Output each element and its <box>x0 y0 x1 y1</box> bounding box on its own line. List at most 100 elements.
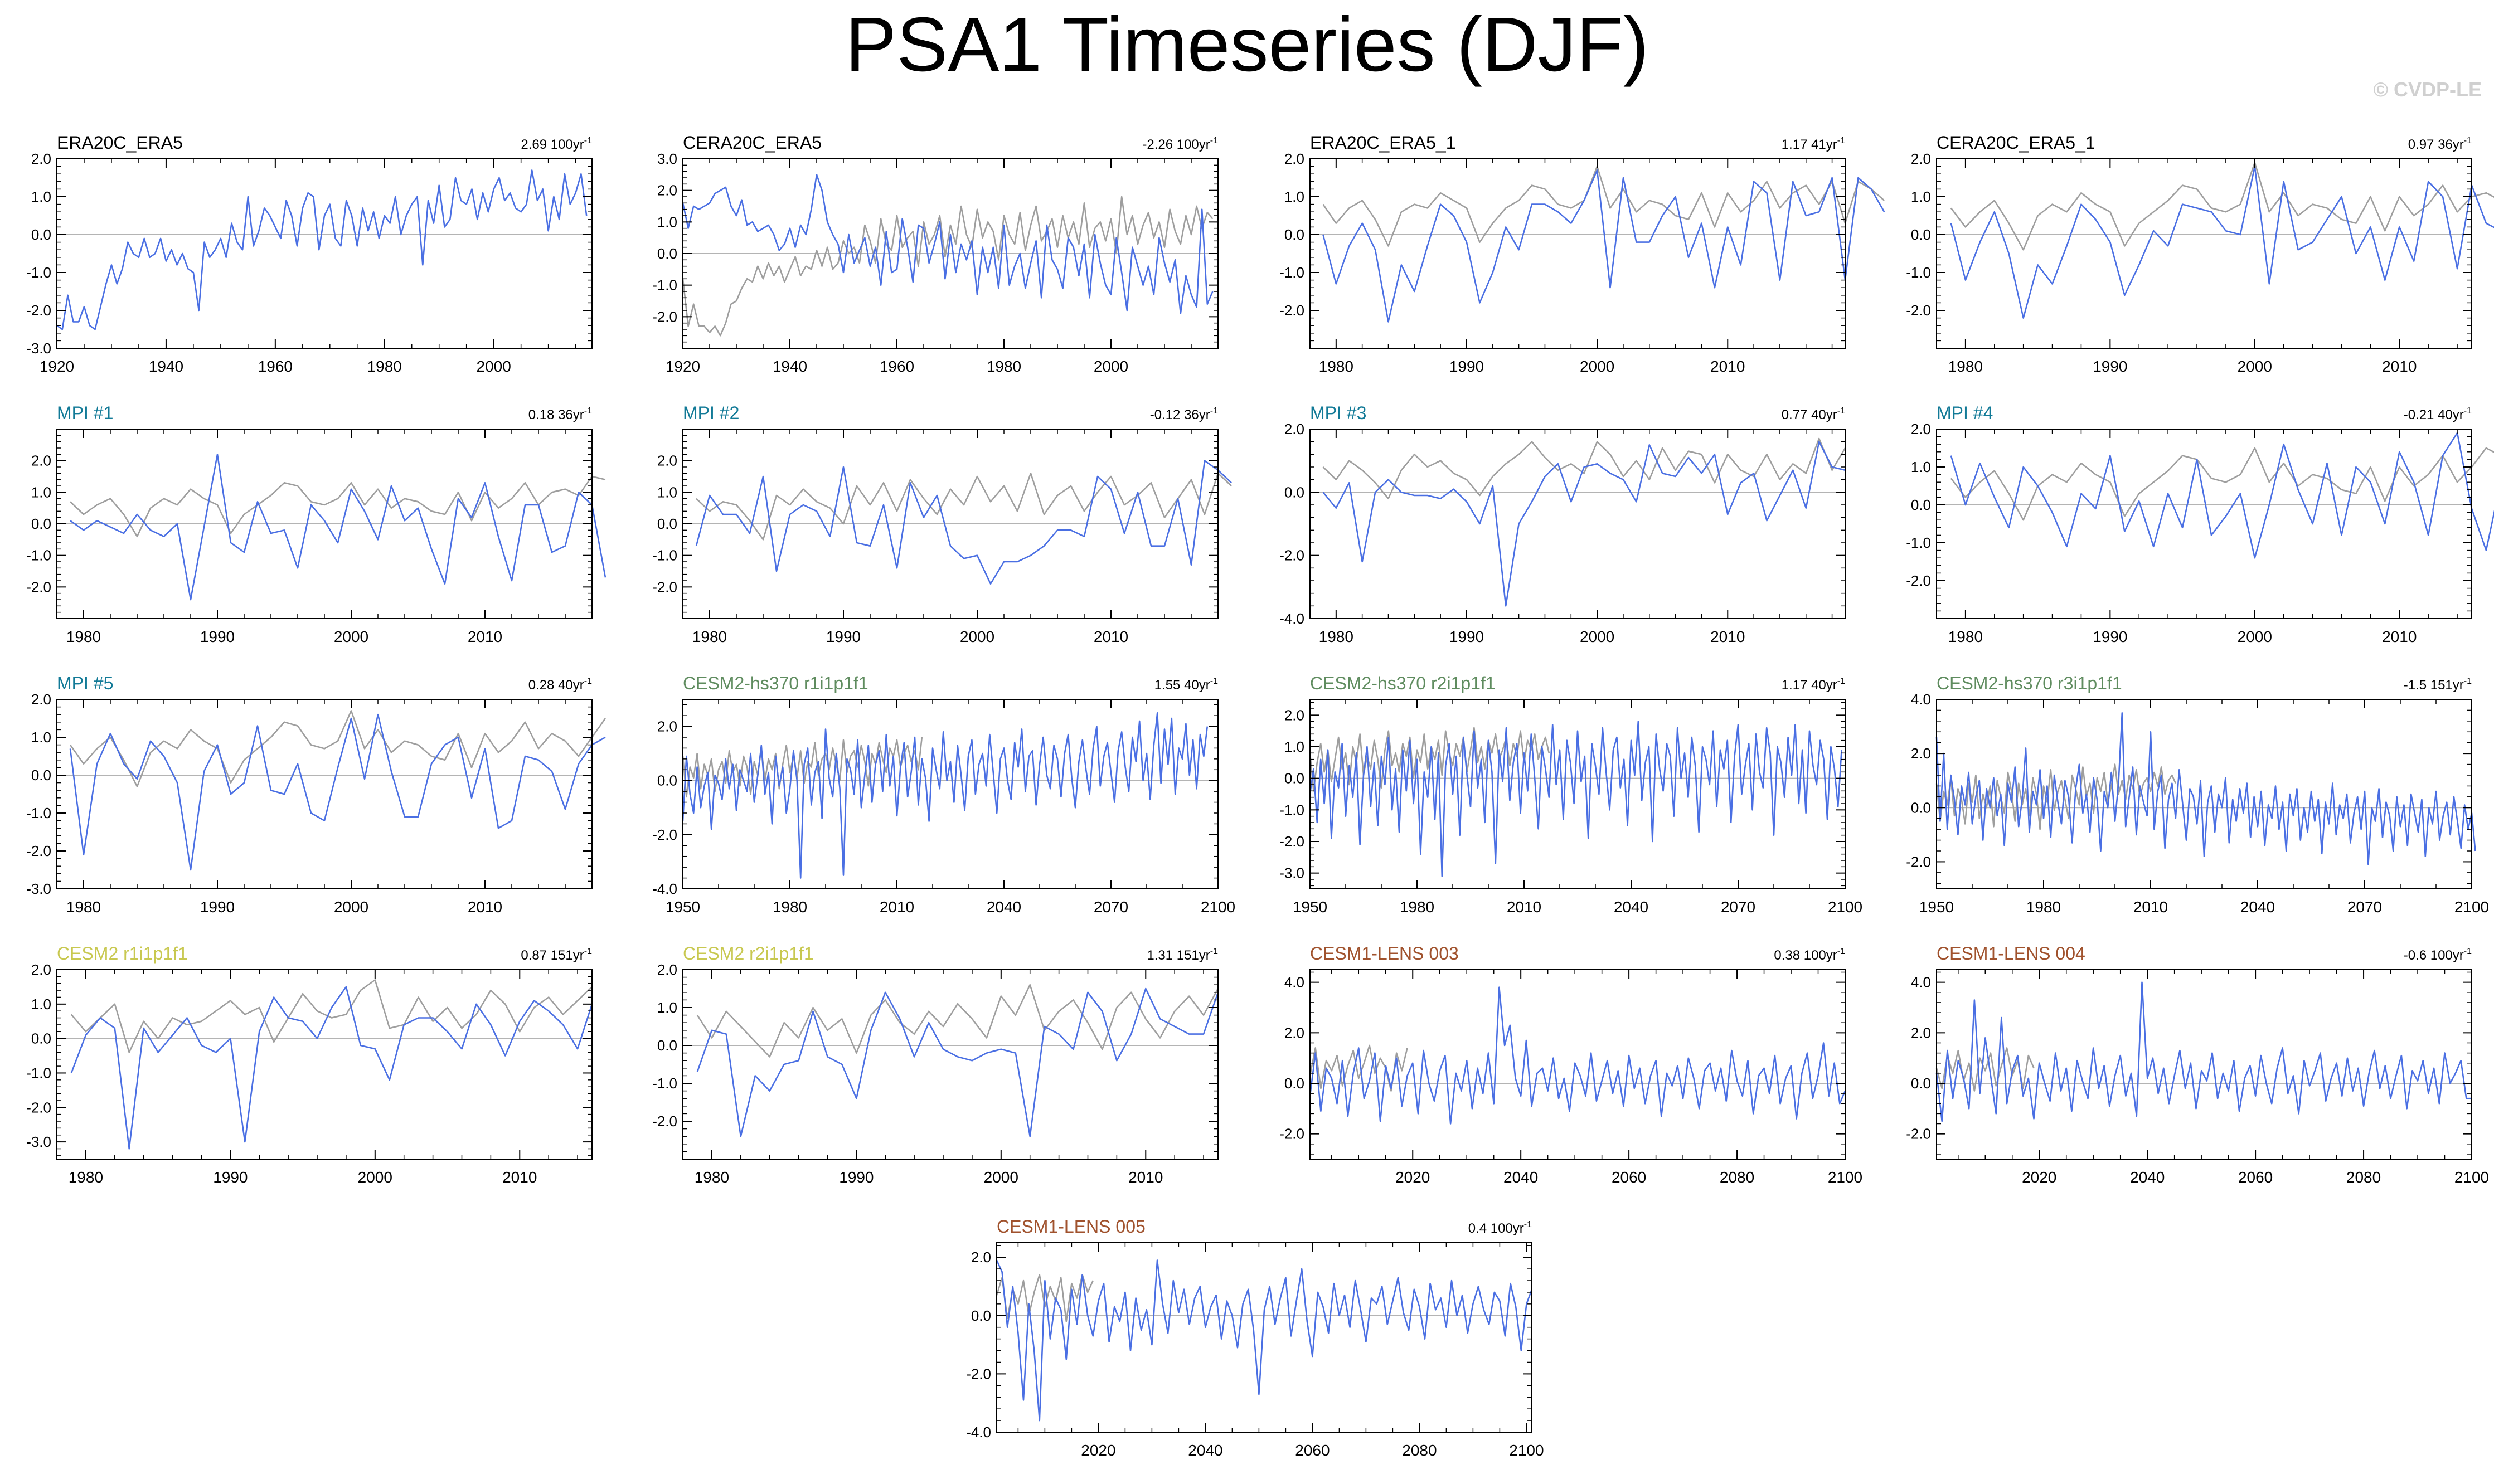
panel-name: CERA20C_ERA5_1 <box>1937 133 2095 153</box>
plot-frame <box>996 1242 1532 1433</box>
panel-name: MPI #3 <box>1310 403 1366 423</box>
x-tick-label: 2100 <box>2454 1169 2489 1186</box>
trend-label: 0.87 151yr-1 <box>521 947 592 963</box>
x-tick-label: 2000 <box>984 1169 1018 1186</box>
x-tick-label: 1980 <box>69 1169 103 1186</box>
y-tick-label: 1.0 <box>657 484 677 500</box>
y-tick-label: -2.0 <box>26 578 51 595</box>
y-tick-label: -4.0 <box>652 880 677 897</box>
x-tick-label: 2040 <box>1503 1169 1538 1186</box>
trend-label: -0.6 100yr-1 <box>2404 947 2472 963</box>
credit-text: © CVDP-LE <box>2373 78 2482 101</box>
panel-14: CESM2 r2i1p1f1 1.31 151yr-1 1980 1990 2000 20… <box>652 943 1219 1186</box>
y-tick-label: -2.0 <box>1279 833 1304 850</box>
x-tick-label: 1990 <box>839 1169 874 1186</box>
y-tick-label: -2.0 <box>652 578 677 595</box>
panel-8: MPI #4 -0.21 40yr-1 1980 1990 2000 2010 -2.0 -1… <box>1906 403 2494 645</box>
x-tick-label: 2070 <box>1721 898 1755 916</box>
panel-name: CESM2 r2i1p1f1 <box>683 943 814 964</box>
y-tick-label: 2.0 <box>1284 421 1304 437</box>
obs-series-line <box>1935 763 2176 830</box>
x-tick-label: 1980 <box>66 628 101 645</box>
y-tick-label: 0.0 <box>1911 799 1931 816</box>
model-series-line <box>1950 166 2494 319</box>
obs-series-line <box>1950 447 2494 521</box>
panel-name: CESM2-hs370 r3i1p1f1 <box>1937 673 2122 693</box>
x-tick-label: 1990 <box>1449 358 1484 375</box>
trend-label: 2.69 100yr-1 <box>521 136 592 152</box>
panel-7: MPI #3 0.77 40yr-1 1980 1990 2000 2010 -4.0 -2.… <box>1279 403 1846 645</box>
x-tick-label: 1920 <box>666 358 700 375</box>
x-tick-label: 1980 <box>1319 358 1353 375</box>
x-tick-label: 1990 <box>2093 358 2127 375</box>
obs-series-line <box>1309 727 1550 792</box>
trend-label: 0.38 100yr-1 <box>1774 947 1845 963</box>
y-tick-label: -2.0 <box>26 843 51 859</box>
plot-frame <box>1309 699 1846 889</box>
plot-frame <box>1936 969 2472 1160</box>
y-tick-label: 0.0 <box>657 772 677 789</box>
y-tick-label: 2.0 <box>1911 745 1931 762</box>
trend-label: -1.5 151yr-1 <box>2404 677 2472 693</box>
y-tick-label: -2.0 <box>1906 853 1931 870</box>
x-tick-label: 2010 <box>1128 1169 1163 1186</box>
panel-name: CESM1-LENS 004 <box>1937 943 2085 964</box>
panel-10: CESM2-hs370 r1i1p1f1 1.55 40yr-1 1950 1980 2… <box>652 673 1235 916</box>
y-tick-label: -1.0 <box>1906 534 1931 551</box>
model-series-line <box>1322 441 1846 607</box>
y-tick-label: -1.0 <box>26 264 51 281</box>
x-tick-label: 2000 <box>960 628 994 645</box>
obs-series-line <box>696 984 1219 1058</box>
x-tick-label: 2010 <box>1094 628 1128 645</box>
y-tick-label: 0.0 <box>1284 1075 1304 1092</box>
x-tick-label: 1980 <box>1948 628 1983 645</box>
y-tick-label: -2.0 <box>26 302 51 319</box>
plot-frame <box>1936 429 2472 619</box>
x-tick-label: 1980 <box>367 358 402 375</box>
y-tick-label: 2.0 <box>657 453 677 469</box>
plot-frame <box>56 969 593 1160</box>
y-tick-label: 2.0 <box>31 691 51 708</box>
x-tick-label: 2010 <box>1710 628 1745 645</box>
x-tick-label: 2100 <box>1828 1169 1862 1186</box>
panel-9: MPI #5 0.28 40yr-1 1980 1990 2000 2010 -3.0 -2.… <box>26 673 606 916</box>
model-series-line <box>996 1259 1533 1422</box>
panel-2: CERA20C_ERA5 -2.26 100yr-1 1920 1940 1960 198… <box>652 133 1219 375</box>
y-tick-label: 1.0 <box>31 188 51 205</box>
model-series-line <box>1322 169 1885 323</box>
y-tick-label: 0.0 <box>31 767 51 784</box>
x-tick-label: 1960 <box>258 358 293 375</box>
x-tick-label: 2010 <box>468 628 502 645</box>
plot-frame <box>56 699 593 889</box>
obs-series-line <box>1309 1044 1408 1092</box>
x-tick-label: 2100 <box>2454 898 2489 916</box>
x-tick-label: 2020 <box>1081 1442 1115 1459</box>
x-tick-label: 2000 <box>358 1169 392 1186</box>
obs-series-line <box>1950 162 2494 251</box>
y-tick-label: -2.0 <box>652 1113 677 1130</box>
y-tick-label: -2.0 <box>1906 302 1931 319</box>
y-tick-label: -1.0 <box>652 277 677 294</box>
y-tick-label: 2.0 <box>31 453 51 469</box>
panel-name: CESM1-LENS 003 <box>1310 943 1459 964</box>
obs-series-line <box>69 710 606 787</box>
y-tick-label: 1.0 <box>1284 188 1304 205</box>
panel-1: ERA20C_ERA5 2.69 100yr-1 1920 1940 1960 1980 2… <box>26 133 593 375</box>
y-tick-label: -3.0 <box>26 880 51 897</box>
x-tick-label: 1980 <box>1948 358 1983 375</box>
trend-label: 1.17 41yr-1 <box>1782 136 1845 152</box>
plot-frame <box>56 158 593 349</box>
y-tick-label: 2.0 <box>1284 707 1304 723</box>
y-tick-label: 0.0 <box>1284 226 1304 243</box>
x-tick-label: 2000 <box>1094 358 1128 375</box>
model-series-line <box>69 713 606 871</box>
x-tick-label: 1960 <box>880 358 914 375</box>
obs-series-line <box>682 737 923 798</box>
trend-exponent: -1 <box>1837 677 1845 686</box>
panel-12: CESM2-hs370 r3i1p1f1 -1.5 151yr-1 1950 1980… <box>1906 673 2489 916</box>
y-tick-label: -2.0 <box>1906 572 1931 589</box>
x-tick-label: 2010 <box>502 1169 537 1186</box>
trend-exponent: -1 <box>584 947 592 956</box>
y-tick-label: 2.0 <box>1911 150 1931 167</box>
model-series-line <box>682 173 1214 315</box>
